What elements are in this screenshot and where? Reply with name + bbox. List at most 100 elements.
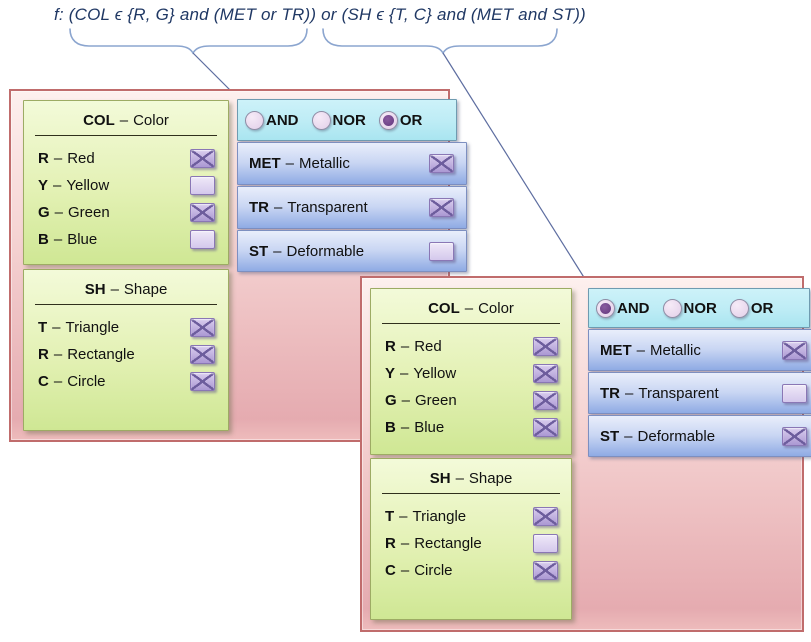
item-label: Blue (67, 231, 98, 248)
underbrace-left (69, 28, 308, 55)
radio-nor-icon[interactable] (662, 298, 682, 318)
checkbox-left-rectangle[interactable] (190, 345, 215, 364)
dash: – (625, 384, 634, 402)
checkbox-right-blue[interactable] (533, 418, 558, 437)
item-list: R – Red Y – Yellow G – Green B – Blue (371, 324, 571, 441)
group-header: COL – Color (371, 289, 571, 319)
operator-and[interactable]: AND (245, 110, 299, 130)
facet-panel-left: COL – Color R – Red Y – Yellow G – Green B – Blue (9, 89, 467, 442)
formula-text: f: (COL ϵ {R, G} and (MET or TR)) or (SH… (54, 5, 586, 24)
checkbox-right-rectangle[interactable] (533, 534, 558, 553)
item-code: G (385, 392, 397, 409)
left-attr-row-met: MET – Metallic (237, 142, 467, 185)
item-label: Red (67, 150, 95, 167)
checkbox-right-metallic[interactable] (782, 340, 807, 360)
checkbox-left-green[interactable] (190, 203, 215, 222)
left-shape-group-box: SH – Shape T – Triangle R – Rectangle C – Circle (23, 269, 229, 431)
attr-code: ST (600, 427, 620, 445)
checkbox-right-yellow[interactable] (533, 364, 558, 383)
operator-nor[interactable]: NOR (311, 110, 366, 130)
operator-and[interactable]: AND (596, 298, 650, 318)
item-code: R (38, 150, 49, 167)
item-rectangle: R – Rectangle (385, 530, 558, 557)
right-color-group-box: COL – Color R – Red Y – Yellow G – Green B – Blue (370, 288, 572, 455)
item-triangle: T – Triangle (385, 503, 558, 530)
item-code: B (385, 419, 396, 436)
operator-or[interactable]: OR (378, 110, 423, 130)
item-blue: B – Blue (38, 226, 215, 253)
operator-label: NOR (683, 299, 717, 317)
dash: – (624, 427, 633, 445)
item-yellow: Y – Yellow (385, 360, 558, 387)
radio-and-icon[interactable] (596, 298, 615, 318)
item-label: Yellow (66, 177, 110, 194)
checkbox-left-red[interactable] (190, 149, 215, 168)
right-attr-row-tr: TR – Transparent (588, 372, 811, 414)
checkbox-right-red[interactable] (533, 337, 558, 356)
group-header: SH – Shape (24, 270, 228, 300)
dash: – (455, 470, 464, 487)
operator-label: NOR (332, 111, 366, 129)
item-code: T (38, 319, 48, 336)
radio-or-icon[interactable] (729, 298, 749, 318)
dash: – (401, 392, 411, 409)
checkbox-left-yellow[interactable] (190, 176, 215, 195)
attr-label: Metallic (650, 341, 701, 359)
item-list: T – Triangle R – Rectangle C – Circle (24, 305, 228, 395)
operator-or[interactable]: OR (729, 298, 774, 318)
radio-and-icon[interactable] (245, 110, 264, 130)
item-label: Green (415, 392, 457, 409)
item-code: Y (38, 177, 49, 194)
item-label: Triangle (412, 508, 467, 525)
operator-label: OR (750, 299, 774, 317)
checkbox-left-metallic[interactable] (429, 154, 454, 173)
checkbox-left-blue[interactable] (190, 230, 215, 249)
item-list: T – Triangle R – Rectangle C – Circle (371, 494, 571, 584)
checkbox-right-triangle[interactable] (533, 507, 558, 526)
dash: – (110, 281, 119, 298)
group-code: COL (83, 112, 115, 129)
group-code: COL (428, 300, 460, 317)
checkbox-right-transparent[interactable] (782, 383, 807, 403)
group-title: Color (478, 300, 514, 317)
group-code: SH (84, 281, 106, 298)
item-label: Circle (67, 373, 106, 390)
item-yellow: Y – Yellow (38, 172, 215, 199)
dash: – (54, 204, 64, 221)
checkbox-right-green[interactable] (533, 391, 558, 410)
dash: – (636, 341, 646, 359)
checkbox-left-transparent[interactable] (429, 198, 454, 217)
item-code: B (38, 231, 49, 248)
item-list: R – Red Y – Yellow G – Green B – Blue (24, 136, 228, 253)
item-label: Yellow (413, 365, 457, 382)
checkbox-right-deformable[interactable] (782, 426, 807, 446)
item-label: Red (414, 338, 442, 355)
attr-label: Metallic (299, 155, 350, 172)
checkbox-left-triangle[interactable] (190, 318, 215, 337)
left-color-group-box: COL – Color R – Red Y – Yellow G – Green B – Blue (23, 100, 229, 265)
checkbox-right-circle[interactable] (533, 561, 558, 580)
dash: – (400, 535, 410, 552)
dash: – (400, 338, 410, 355)
group-title: Shape (468, 470, 513, 487)
group-title: Color (133, 112, 169, 129)
radio-nor-icon[interactable] (311, 110, 331, 130)
underbrace-right (322, 28, 558, 55)
right-attr-row-st: ST – Deformable (588, 415, 811, 457)
operator-nor[interactable]: NOR (662, 298, 717, 318)
operator-label: OR (399, 111, 423, 129)
attr-label: Transparent (287, 199, 368, 216)
group-code: SH (429, 470, 451, 487)
attr-code: MET (600, 341, 632, 359)
item-code: Y (385, 365, 396, 382)
item-green: G – Green (38, 199, 215, 226)
header-underline (35, 304, 217, 305)
left-attr-row-tr: TR – Transparent (237, 186, 467, 229)
checkbox-left-circle[interactable] (190, 372, 215, 391)
radio-or-icon[interactable] (378, 110, 398, 130)
dash: – (53, 346, 63, 363)
item-blue: B – Blue (385, 414, 558, 441)
item-code: C (385, 562, 396, 579)
checkbox-left-deformable[interactable] (429, 241, 454, 261)
